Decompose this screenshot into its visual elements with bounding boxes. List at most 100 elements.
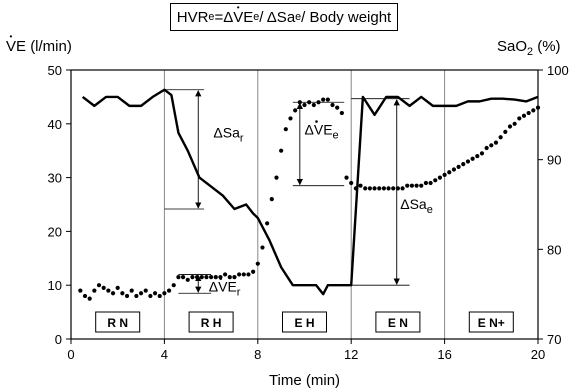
- phase-label-box: [95, 311, 141, 333]
- annotation-label-main: ΔSa: [213, 124, 240, 140]
- ve-point: [223, 272, 228, 277]
- annotation-label-sub: e: [333, 130, 339, 142]
- ve-point: [377, 186, 382, 191]
- ve-point: [251, 269, 256, 274]
- ve-point: [176, 275, 181, 280]
- x-tick-label: 20: [531, 347, 545, 362]
- formula-v-dot: V: [233, 9, 243, 26]
- ve-point: [241, 272, 246, 277]
- formula-lead: HVR: [176, 8, 209, 26]
- y-right-title-lead: SaO: [497, 38, 528, 55]
- ve-point: [237, 272, 242, 277]
- ve-point: [409, 183, 415, 188]
- ve-point: [311, 102, 316, 108]
- x-tick-label: 4: [161, 347, 168, 362]
- annotation-label: ΔSar: [213, 124, 243, 144]
- ve-point: [92, 288, 97, 293]
- ve-point: [428, 180, 433, 186]
- formula-eq: =: [214, 8, 224, 26]
- ve-point: [302, 102, 307, 108]
- ve-point: [218, 275, 223, 280]
- y-right-tick-label: 100: [547, 63, 569, 78]
- ve-point: [148, 293, 153, 299]
- ve-point: [321, 97, 326, 102]
- ve-point: [152, 291, 158, 296]
- ve-point: [288, 116, 293, 121]
- ve-point: [470, 156, 475, 161]
- annotation-dot-accent: [315, 120, 318, 123]
- ve-point: [335, 105, 340, 110]
- ve-point: [316, 100, 321, 105]
- ve-point: [124, 293, 130, 299]
- y-left-tick-label: 50: [48, 63, 62, 78]
- y-right-title-sub: 2: [527, 45, 534, 58]
- phase-label: E N+: [478, 316, 505, 330]
- ve-point: [391, 186, 396, 191]
- y-left-title-v: V: [6, 38, 16, 55]
- ve-point: [185, 277, 190, 282]
- ve-point: [479, 151, 485, 156]
- annotation-label-main: ΔV: [305, 122, 324, 138]
- ve-point: [381, 186, 386, 191]
- ve-point: [307, 100, 312, 105]
- ve-point: [134, 293, 139, 299]
- ve-point: [498, 135, 503, 140]
- annotation-label-mid: E: [323, 122, 332, 138]
- y-left-title-rest: E (l/min): [16, 38, 72, 55]
- ve-point: [507, 124, 513, 129]
- phase-label-box: [375, 311, 421, 333]
- y-left-tick-label: 40: [48, 117, 62, 132]
- ve-point: [325, 97, 330, 102]
- y-right-title: SaO2 (%): [497, 38, 561, 58]
- formula-div2: / Body weight: [301, 8, 392, 26]
- x-tick-label: 16: [437, 347, 451, 362]
- ve-point: [400, 186, 405, 191]
- ve-point: [395, 186, 400, 191]
- ve-point: [535, 105, 541, 110]
- ve-point: [512, 121, 517, 126]
- ve-point: [213, 275, 218, 280]
- x-tick-label: 8: [254, 347, 261, 362]
- ve-point: [363, 186, 368, 191]
- ve-point: [433, 178, 438, 183]
- ve-point: [447, 170, 452, 175]
- ve-point: [414, 183, 419, 188]
- ve-point: [106, 288, 111, 293]
- ve-point: [227, 275, 232, 280]
- ve-point: [194, 275, 200, 280]
- formula-sa-sub: e: [295, 11, 302, 23]
- y-right-title-rest: (%): [533, 38, 561, 55]
- ve-point: [110, 291, 116, 296]
- ve-point: [349, 180, 354, 186]
- y-right-tick-label: 70: [547, 332, 561, 347]
- annotation-label: ΔVEe: [305, 122, 339, 142]
- ve-point: [358, 183, 363, 188]
- ve-point: [339, 110, 344, 116]
- ve-point: [260, 245, 265, 250]
- y-right-tick-label: 90: [547, 153, 561, 168]
- ve-point: [171, 283, 176, 288]
- ve-point: [293, 108, 298, 113]
- ve-point: [503, 129, 508, 134]
- ve-point: [423, 180, 429, 186]
- x-tick-label: 12: [344, 347, 358, 362]
- ve-point: [531, 108, 536, 113]
- phase-label: R H: [201, 316, 222, 330]
- x-axis-title: Time (min): [269, 372, 340, 389]
- phase-label: E H: [294, 316, 314, 330]
- ve-point: [419, 183, 424, 188]
- ve-point: [232, 275, 237, 280]
- formula-ve-sub: e: [253, 11, 260, 23]
- ve-point: [517, 116, 522, 121]
- ve-point: [274, 175, 279, 180]
- ve-point: [283, 127, 288, 132]
- ve-point: [461, 162, 466, 167]
- ve-point: [493, 140, 499, 145]
- phase-label-box: [468, 311, 514, 333]
- ve-point: [138, 291, 144, 296]
- y-right-tick-label: 80: [547, 242, 561, 257]
- sao2-line: [81, 88, 539, 296]
- phase-label-box: [282, 311, 327, 333]
